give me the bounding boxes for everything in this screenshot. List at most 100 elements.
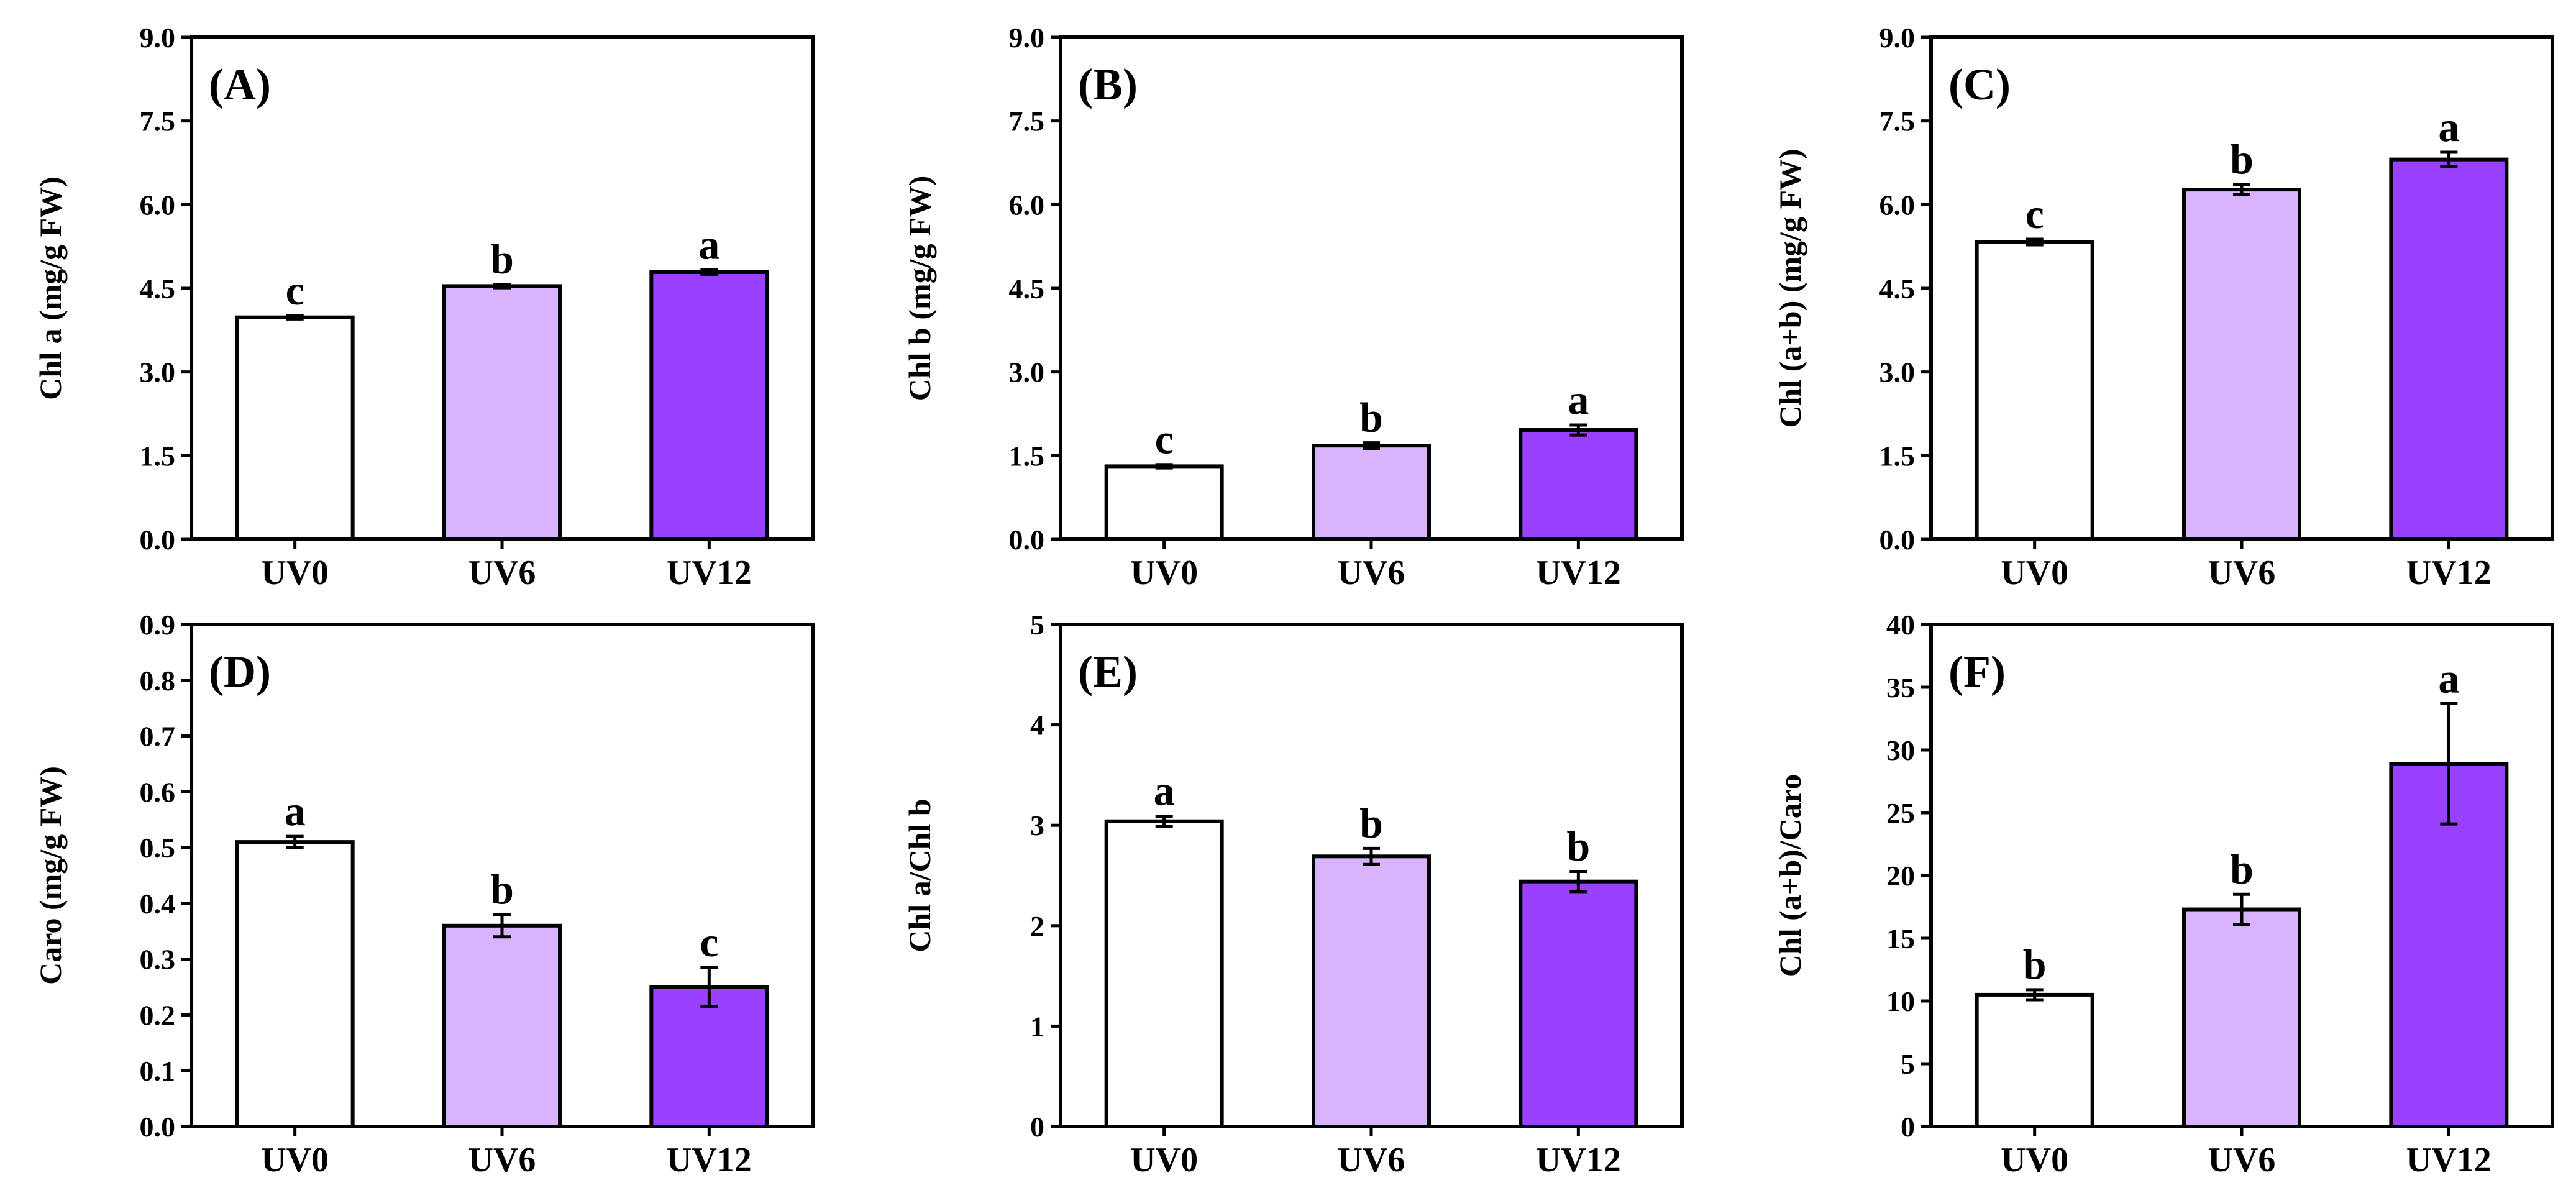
significance-letter: a — [2438, 103, 2459, 150]
y-tick-label: 4 — [1030, 710, 1044, 741]
y-tick-label: 3.0 — [140, 357, 176, 388]
x-category-label: UV12 — [2406, 1141, 2492, 1179]
significance-letter: c — [1155, 416, 1174, 463]
bar-uv0 — [1975, 240, 2094, 541]
plot-frame — [1929, 623, 2554, 1128]
y-tick-label: 5 — [1901, 1048, 1915, 1080]
panel-label: (F) — [1948, 647, 2006, 697]
y-tick-label: 4.5 — [1879, 273, 1916, 304]
significance-letter: b — [2230, 135, 2254, 183]
significance-letter: a — [285, 787, 306, 834]
y-tick-label: 0.2 — [140, 999, 176, 1031]
significance-letter: a — [1568, 376, 1589, 423]
x-category-label: UV12 — [667, 554, 752, 592]
x-category-label: UV0 — [1130, 1141, 1198, 1179]
panel-chl-a-b-ratio: 0 1 2 3 4 5 a UV0 b UV6 b UV12 (E) Chl a/Chl b — [902, 609, 1684, 1179]
plot-frame — [1929, 35, 2554, 541]
significance-letter: b — [490, 235, 514, 283]
significance-letter: b — [2023, 941, 2047, 988]
x-category-label: UV6 — [468, 554, 536, 592]
y-tick-label: 0.0 — [140, 1111, 176, 1143]
y-tick-label: 7.5 — [1009, 106, 1045, 137]
y-axis-title: Chl a (mg/g FW) — [33, 176, 68, 400]
panel-chl-ab: 0.0 1.5 3.0 4.5 6.0 7.5 9.0 c UV0 b UV6 a UV12 (C) Chl… — [1773, 22, 2554, 592]
y-tick-label: 35 — [1886, 672, 1915, 703]
y-tick-label: 5 — [1030, 609, 1044, 641]
bar-uv0 — [1104, 819, 1224, 1128]
y-tick-label: 20 — [1886, 860, 1915, 892]
significance-letter: b — [490, 866, 514, 913]
y-tick-label: 0.5 — [140, 832, 176, 864]
x-category-label: UV0 — [1130, 554, 1198, 592]
bar-uv12 — [2389, 157, 2509, 541]
y-tick-label: 9.0 — [1009, 22, 1045, 53]
y-tick-label: 30 — [1886, 734, 1915, 766]
bar-uv6 — [1312, 444, 1431, 541]
significance-letter: a — [698, 221, 719, 268]
y-tick-label: 6.0 — [1009, 189, 1045, 221]
panel-chl-a: 0.0 1.5 3.0 4.5 6.0 7.5 9.0 c UV0 b UV6 a UV12 (A) Chl… — [33, 22, 815, 592]
x-category-label: UV12 — [1536, 554, 1621, 592]
bar-uv6 — [1312, 854, 1431, 1129]
y-tick-label: 1.5 — [140, 440, 176, 472]
y-tick-label: 4.5 — [1009, 273, 1045, 304]
bar-uv12 — [649, 270, 769, 541]
bar-uv12 — [1519, 428, 1638, 542]
significance-letter: a — [1154, 767, 1175, 815]
y-tick-label: 0.8 — [140, 665, 176, 697]
panel-caro: 0.0 0.1 0.2 0.3 0.4 0.5 0.6 0.7 0.8 0.9 a UV0 b UV6 c U… — [33, 609, 815, 1179]
y-tick-label: 0.0 — [140, 524, 176, 555]
y-axis-title: Chl (a+b) (mg/g FW) — [1773, 149, 1807, 427]
y-tick-label: 2 — [1030, 910, 1044, 942]
y-tick-label: 7.5 — [1879, 106, 1916, 137]
bar-uv6 — [2182, 188, 2301, 541]
bar-uv0 — [1104, 464, 1224, 541]
y-tick-label: 25 — [1886, 797, 1915, 829]
significance-letter: c — [2026, 190, 2044, 237]
y-tick-label: 9.0 — [1879, 22, 1916, 53]
significance-letter: a — [2438, 654, 2459, 702]
y-tick-label: 10 — [1886, 985, 1915, 1017]
panel-label: (B) — [1078, 60, 1138, 109]
plot-frame — [190, 623, 815, 1128]
x-category-label: UV0 — [2001, 554, 2068, 592]
y-axis-title: Chl b (mg/g FW) — [902, 176, 937, 401]
panel-chl-ab-caro-ratio: 0 5 10 15 20 25 30 35 40 b UV0 b UV6 a UV12 (F) Chl (a+b… — [1773, 609, 2554, 1179]
panel-label: (C) — [1948, 60, 2011, 109]
y-tick-label: 9.0 — [140, 22, 176, 53]
bar-uv6 — [442, 923, 562, 1129]
y-tick-label: 3 — [1030, 810, 1044, 841]
x-category-label: UV0 — [261, 554, 329, 592]
significance-letter: b — [1566, 823, 1590, 870]
y-tick-label: 3.0 — [1879, 357, 1916, 388]
y-tick-label: 7.5 — [140, 106, 176, 137]
y-tick-label: 1.5 — [1009, 440, 1045, 472]
panel-label: (D) — [209, 647, 271, 697]
y-tick-label: 0.4 — [140, 888, 176, 920]
panel-label: (A) — [209, 60, 271, 109]
panel-chl-b: 0.0 1.5 3.0 4.5 6.0 7.5 9.0 c UV0 b UV6 a UV12 (B) Chl… — [902, 22, 1684, 592]
x-category-label: UV6 — [1338, 1141, 1405, 1179]
y-tick-label: 15 — [1886, 923, 1915, 954]
y-axis-title: Caro (mg/g FW) — [33, 766, 68, 985]
y-tick-label: 0.0 — [1879, 524, 1916, 555]
y-tick-label: 6.0 — [140, 189, 176, 221]
y-tick-label: 0.6 — [140, 776, 176, 808]
y-tick-label: 0 — [1030, 1111, 1044, 1143]
y-tick-label: 6.0 — [1879, 189, 1916, 221]
bar-uv6 — [2182, 907, 2301, 1129]
bar-uv0 — [235, 315, 355, 541]
y-tick-label: 3.0 — [1009, 357, 1045, 388]
y-tick-label: 0.7 — [140, 721, 176, 752]
plot-frame — [1059, 35, 1684, 541]
y-tick-label: 40 — [1886, 609, 1915, 641]
x-category-label: UV0 — [261, 1141, 329, 1179]
x-category-label: UV12 — [2406, 554, 2492, 592]
y-tick-label: 0.1 — [140, 1055, 176, 1087]
x-category-label: UV6 — [2208, 554, 2276, 592]
y-tick-label: 0.0 — [1009, 524, 1045, 555]
x-category-label: UV12 — [1536, 1141, 1621, 1179]
bar-uv6 — [442, 284, 562, 541]
significance-letter: b — [2230, 845, 2254, 892]
plot-frame — [1059, 623, 1684, 1128]
